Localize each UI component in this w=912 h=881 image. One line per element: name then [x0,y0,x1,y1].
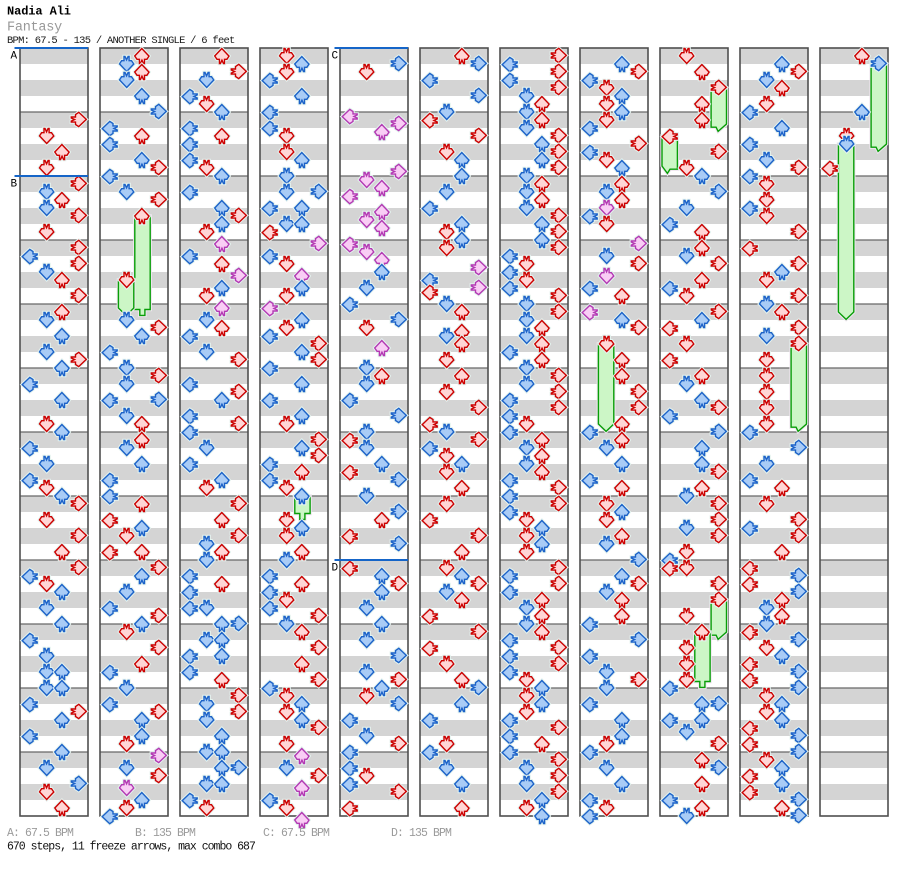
svg-text:Nadia Ali: Nadia Ali [7,5,71,19]
svg-text:C: 67.5 BPM: C: 67.5 BPM [263,827,330,840]
svg-text:D: D [332,563,339,575]
svg-text:C: C [332,51,339,63]
svg-text:B: 135 BPM: B: 135 BPM [135,827,196,840]
svg-text:Fantasy: Fantasy [7,21,62,36]
svg-text:BPM: 67.5 - 135 / ANOTHER SING: BPM: 67.5 - 135 / ANOTHER SINGLE / 6 fee… [7,35,235,47]
svg-text:A: 67.5 BPM: A: 67.5 BPM [7,827,74,840]
svg-text:B: B [11,179,18,191]
svg-text:D: 135 BPM: D: 135 BPM [391,827,452,840]
svg-text:670 steps, 11 freeze arrows, m: 670 steps, 11 freeze arrows, max combo 6… [7,841,255,854]
svg-text:A: A [11,51,18,63]
